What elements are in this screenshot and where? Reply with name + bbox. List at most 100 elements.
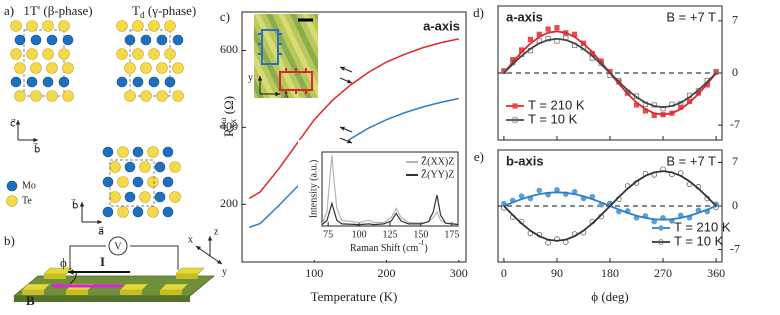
- te-atom: [148, 48, 160, 60]
- te-atom: [117, 206, 129, 218]
- mo-atom: [164, 76, 176, 88]
- x-tick-label: 200: [378, 266, 396, 280]
- y-tick-label: 7: [732, 13, 738, 27]
- y-axis-label: Rxx1ω (Ω): [219, 96, 239, 137]
- y-tick-label: 7: [732, 154, 738, 168]
- annotation: B = +7 T: [666, 9, 716, 24]
- mo-atom: [10, 76, 22, 88]
- mo-atom: [46, 34, 58, 46]
- mo-atom: [124, 161, 136, 173]
- arrow-head: [33, 137, 38, 143]
- te-atom: [124, 62, 136, 74]
- te-atom: [139, 191, 151, 203]
- x-tick-label: 175: [444, 229, 459, 240]
- te-atom: [58, 48, 70, 60]
- te-atom: [148, 20, 160, 32]
- stripe: [350, 14, 396, 98]
- panel-label: b): [4, 233, 15, 248]
- te-atom: [140, 62, 152, 74]
- te-atom: [109, 191, 121, 203]
- te-atom: [14, 62, 26, 74]
- arrow-head: [68, 269, 74, 275]
- te-atom: [10, 20, 22, 32]
- panel-label: e): [474, 149, 484, 164]
- legend-label: T = 10 K: [674, 233, 724, 248]
- arrow-head: [97, 219, 102, 225]
- arrow-head: [257, 76, 263, 81]
- data-point: [545, 26, 551, 32]
- mo-atom: [156, 34, 168, 46]
- electrode-side: [176, 274, 198, 279]
- x-axis-label-part: ): [424, 243, 427, 254]
- te-atom: [156, 90, 168, 102]
- te-atom: [117, 176, 129, 188]
- panel-title: a-axis: [506, 9, 543, 24]
- mo-atom: [154, 161, 166, 173]
- mo-atom: [116, 76, 128, 88]
- mo-atom: [124, 191, 136, 203]
- te-atom: [46, 90, 58, 102]
- y-axis-label-part: (Ω): [221, 96, 236, 118]
- te-atom: [42, 48, 54, 60]
- te-atom: [164, 48, 176, 60]
- mo-atom: [148, 76, 160, 88]
- axis-label: x: [284, 89, 289, 100]
- x-tick-label: 75: [323, 229, 333, 240]
- stripe: [290, 14, 318, 73]
- mo-atom: [14, 34, 26, 46]
- substrate-side: [14, 296, 190, 302]
- stripe: [254, 77, 264, 98]
- voltmeter: [108, 236, 128, 256]
- arrow-head: [207, 236, 213, 241]
- te-atom: [6, 195, 18, 207]
- x-tick-label: 0: [501, 266, 507, 280]
- x-tick-label: 125: [383, 229, 398, 240]
- x-tick-label: 150: [413, 229, 428, 240]
- stripe: [314, 14, 318, 23]
- mo-atom: [132, 146, 144, 158]
- panel-label: c): [220, 9, 230, 24]
- mo-atom: [30, 34, 42, 46]
- te-atom: [58, 20, 70, 32]
- phase-label: Td (γ-phase): [132, 3, 196, 21]
- te-atom: [46, 62, 58, 74]
- te-atom: [169, 191, 181, 203]
- arrow-head: [340, 66, 345, 71]
- electrode: [43, 267, 73, 275]
- y-tick-label: 200: [220, 196, 238, 210]
- phase-label-part: (γ-phase): [145, 3, 197, 18]
- axis-label: y: [222, 266, 227, 277]
- electrode-side: [66, 290, 88, 295]
- x-axis-label: Temperature (K): [311, 289, 398, 304]
- mo-atom: [132, 76, 144, 88]
- mo-atom: [162, 176, 174, 188]
- series-line: [321, 194, 459, 226]
- stripe: [338, 14, 384, 98]
- voltmeter-label: V: [114, 241, 122, 252]
- data-point: [545, 239, 551, 246]
- x-tick-label: 360: [707, 266, 725, 280]
- mo-atom: [6, 180, 18, 192]
- stripe: [278, 14, 318, 98]
- mo-atom: [102, 206, 114, 218]
- legend-label: Te: [22, 195, 32, 206]
- arrow-head: [217, 259, 222, 264]
- x-axis-label: ϕ (deg): [591, 289, 629, 304]
- te-atom: [139, 161, 151, 173]
- y-axis-label: Intensity (a.u.): [308, 160, 319, 219]
- mo-atom: [102, 146, 114, 158]
- data-point: [512, 117, 518, 123]
- te-atom: [62, 62, 74, 74]
- x-tick-label: 270: [654, 266, 672, 280]
- arrow-head: [347, 79, 352, 84]
- field-label: B⃗: [26, 293, 45, 308]
- te-atom: [30, 90, 42, 102]
- x-axis-label-part: Raman Shift (cm: [350, 243, 419, 254]
- axis-label: x: [188, 234, 193, 245]
- annotation: B = +7 T: [666, 153, 716, 168]
- te-atom: [172, 62, 184, 74]
- legend-label: T = 210 K: [674, 219, 731, 234]
- te-atom: [62, 90, 74, 102]
- y-tick-label: -7: [730, 117, 740, 131]
- axis-label: y: [248, 72, 253, 83]
